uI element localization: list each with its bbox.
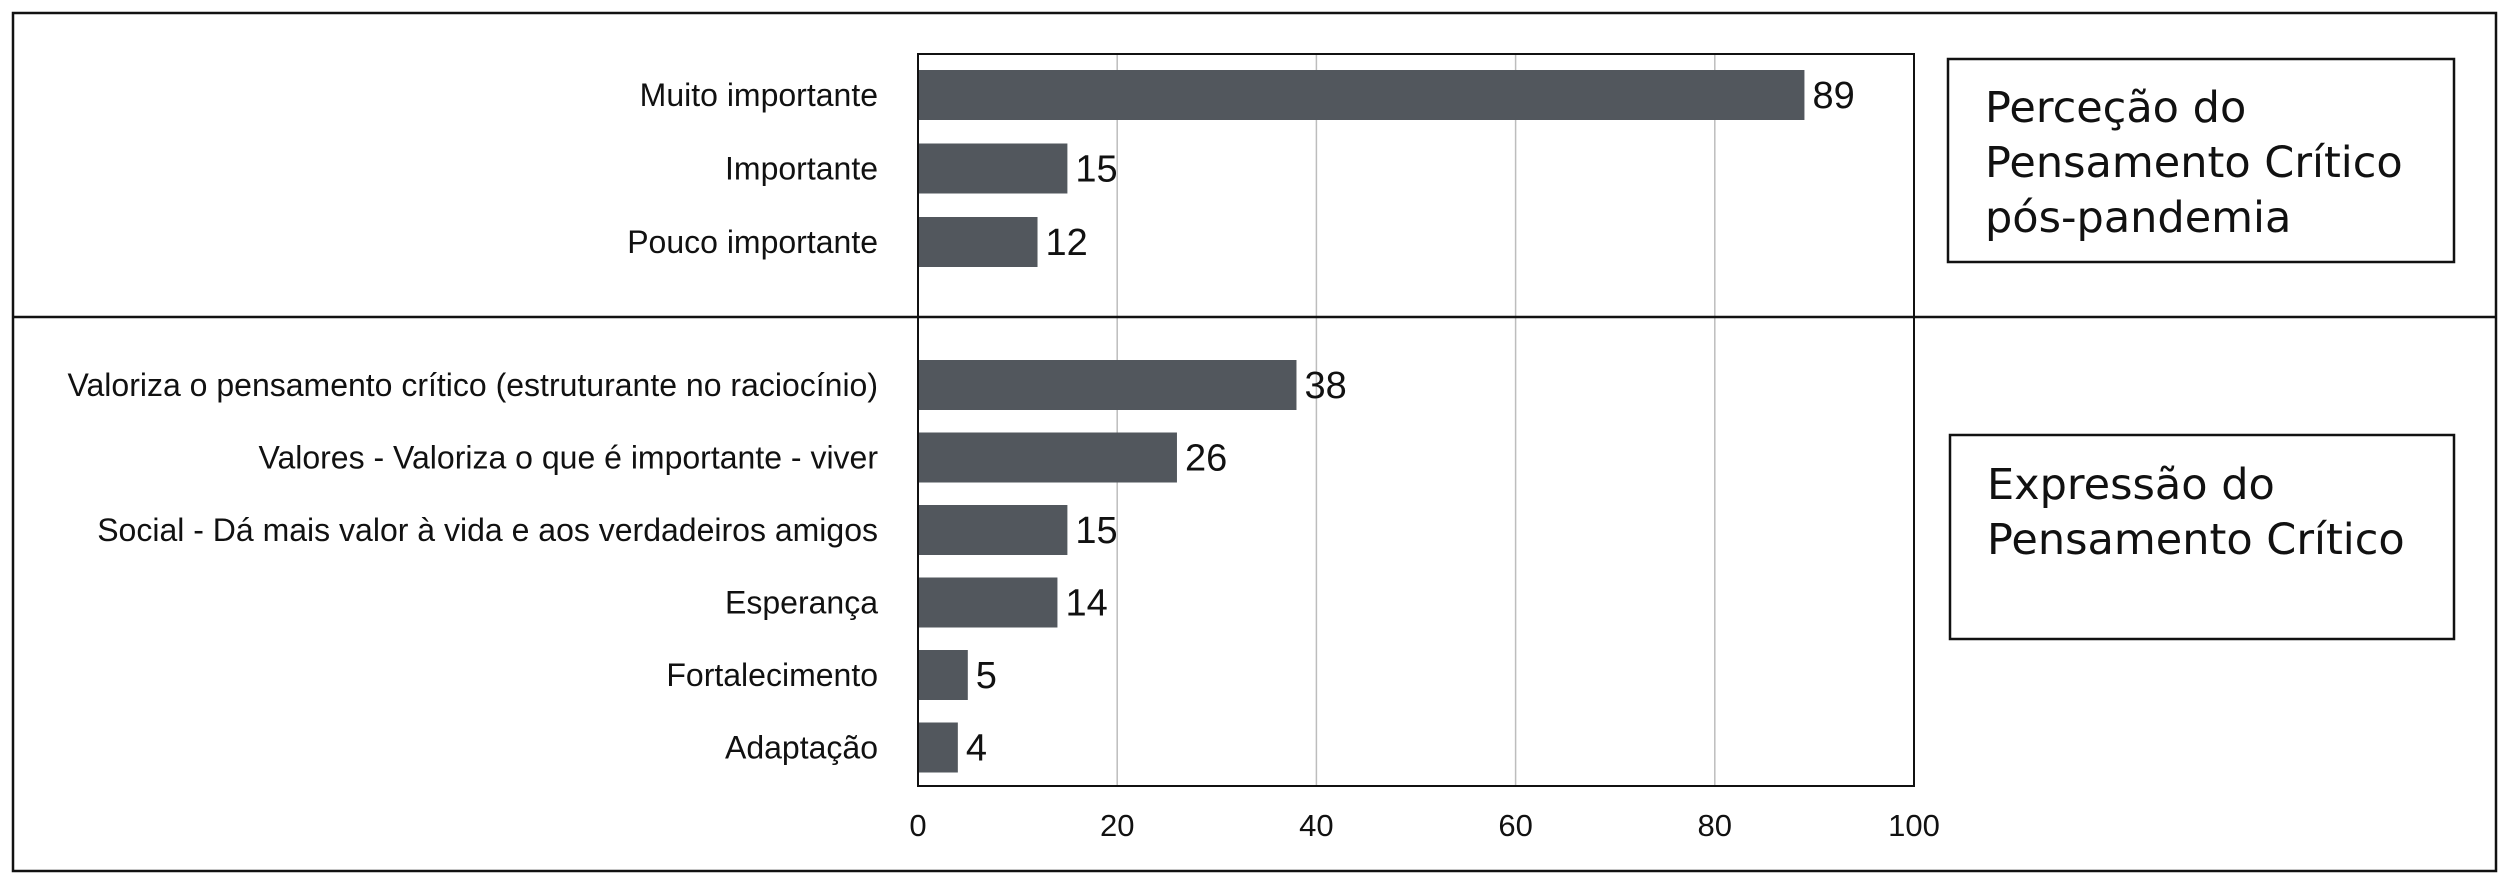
category-label: Adaptação [725, 730, 878, 766]
labels: 89 Muito importante 15 Importante 12 Pouco im… [68, 75, 1855, 770]
bar [918, 432, 1177, 483]
bars [918, 70, 1805, 773]
bar [918, 360, 1297, 410]
panel-title-line: Pensamento Crítico [1987, 515, 2405, 565]
x-tick-label: 60 [1498, 808, 1532, 843]
panel-title-line: pós-pandemia [1985, 193, 2291, 243]
bar [918, 722, 958, 773]
bar [918, 70, 1805, 120]
category-label: Valores - Valoriza o que é importante - … [258, 440, 878, 476]
category-label: Pouco importante [627, 224, 878, 260]
x-tick-label: 0 [909, 808, 926, 843]
bar [918, 217, 1038, 267]
category-label: Fortalecimento [666, 657, 878, 693]
panel-title-box-1 [1946, 57, 2456, 264]
x-tick-label: 100 [1888, 808, 1940, 843]
bar-value-label: 26 [1185, 438, 1227, 480]
panel-title-box-2 [1948, 433, 2456, 641]
category-label: Esperança [725, 585, 878, 621]
x-tick-label: 20 [1100, 808, 1134, 843]
x-tick-label: 80 [1698, 808, 1732, 843]
bar [918, 650, 968, 700]
bar-value-label: 38 [1304, 365, 1346, 407]
panel-title-line: Expressão do [1987, 460, 2275, 510]
bar-value-label: 15 [1075, 149, 1117, 191]
bar [918, 143, 1068, 194]
category-label: Valoriza o pensamento crítico (estrutura… [68, 367, 878, 403]
category-label: Importante [725, 151, 878, 187]
bar-value-label: 4 [966, 728, 987, 770]
plot-area-border [917, 53, 1915, 787]
category-label: Muito importante [640, 77, 878, 113]
bar-value-label: 5 [976, 655, 997, 697]
gridlines [1116, 54, 1716, 786]
frames [11, 11, 2498, 873]
bar-value-label: 14 [1065, 583, 1107, 625]
category-label: Social - Dá mais valor à vida e aos verd… [97, 512, 878, 548]
x-tick-label: 40 [1299, 808, 1333, 843]
panel-title-line: Pensamento Crítico [1985, 138, 2403, 188]
bar-value-label: 89 [1812, 75, 1854, 117]
bar-value-label: 12 [1046, 222, 1088, 264]
bar [918, 577, 1058, 628]
bar-value-label: 15 [1075, 510, 1117, 552]
x-axis-ticks: 0 20 40 60 80 100 [909, 808, 1939, 843]
outer-border [11, 11, 2498, 873]
bar [918, 505, 1068, 555]
panel-title-line: Perceção do [1985, 83, 2246, 133]
